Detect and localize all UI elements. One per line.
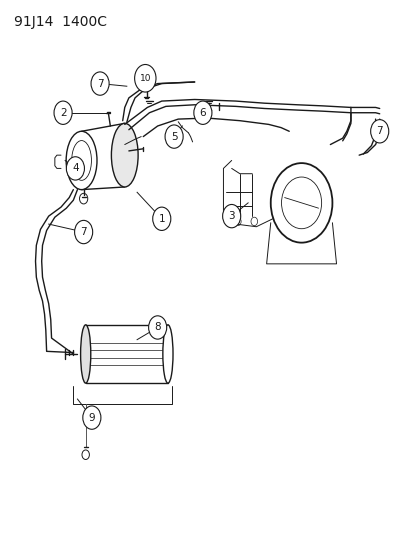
Text: 3: 3 [228, 211, 235, 221]
Circle shape [83, 406, 101, 429]
Circle shape [74, 220, 93, 244]
Circle shape [152, 207, 171, 230]
Circle shape [222, 205, 240, 228]
Ellipse shape [71, 141, 91, 180]
Ellipse shape [81, 325, 90, 383]
Text: 2: 2 [59, 108, 66, 118]
Circle shape [165, 125, 183, 148]
Ellipse shape [66, 131, 97, 190]
Text: 7: 7 [375, 126, 382, 136]
Text: 7: 7 [80, 227, 87, 237]
Circle shape [82, 450, 89, 459]
Text: 8: 8 [154, 322, 161, 333]
Circle shape [193, 101, 211, 124]
Text: 4: 4 [72, 164, 78, 173]
Text: 7: 7 [97, 78, 103, 88]
Text: 9: 9 [88, 413, 95, 423]
Circle shape [370, 119, 388, 143]
Circle shape [134, 64, 156, 92]
Circle shape [66, 157, 84, 180]
Text: 91J14  1400C: 91J14 1400C [14, 14, 107, 29]
Text: 10: 10 [139, 74, 151, 83]
Ellipse shape [162, 325, 173, 383]
Ellipse shape [111, 123, 138, 187]
Circle shape [54, 101, 72, 124]
Text: 5: 5 [171, 132, 177, 142]
Text: 6: 6 [199, 108, 206, 118]
Text: 1: 1 [158, 214, 165, 224]
Circle shape [91, 72, 109, 95]
Circle shape [148, 316, 166, 339]
